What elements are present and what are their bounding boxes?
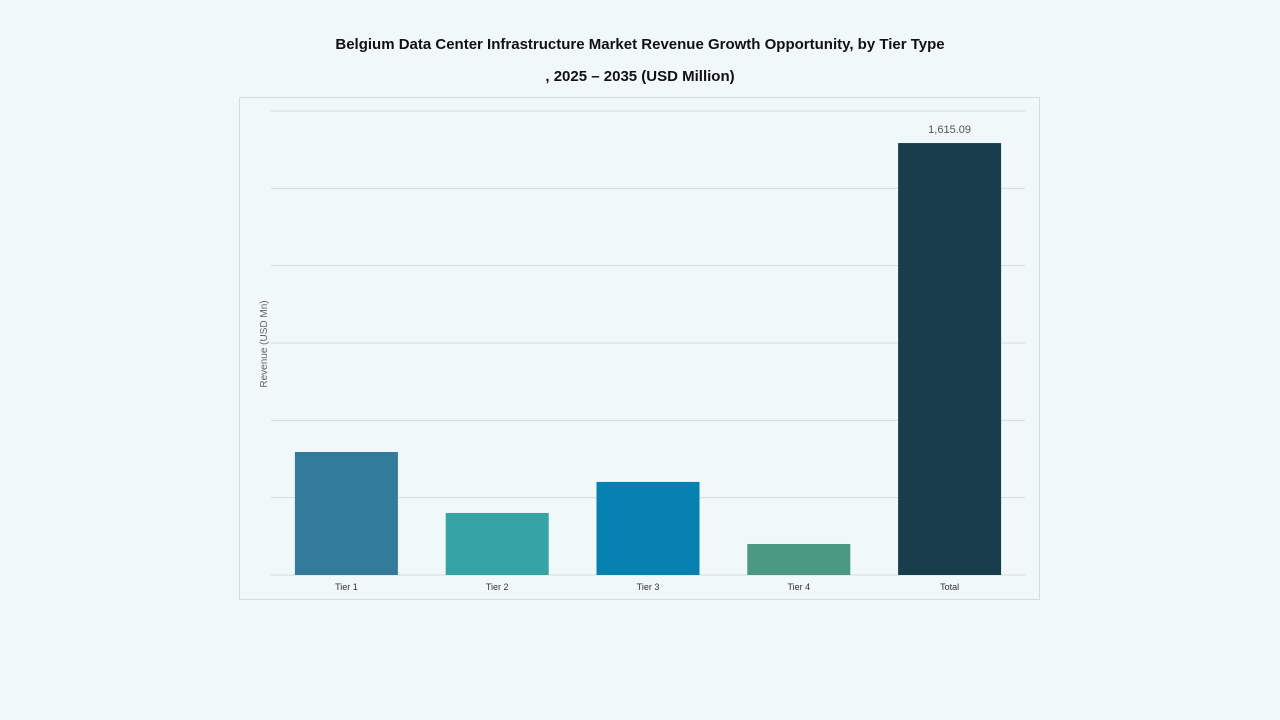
bar-tier-2 (445, 512, 549, 575)
x-tick-label: Tier 3 (637, 582, 660, 592)
y-axis-label: Revenue (USD Mn) (259, 300, 270, 387)
chart-frame (239, 97, 1040, 600)
data-label: 1,615.09 (928, 124, 971, 136)
bar-tier-3 (596, 481, 700, 575)
chart-title: Belgium Data Center Infrastructure Marke… (335, 36, 945, 53)
chart-subtitle: , 2025 – 2035 (USD Million) (545, 68, 735, 85)
bar-tier-1 (294, 451, 398, 575)
x-tick-label: Tier 2 (486, 582, 509, 592)
x-tick-label: Tier 4 (787, 582, 810, 592)
bar-total (898, 143, 1002, 575)
x-tick-label: Total (940, 582, 959, 592)
x-tick-label: Tier 1 (335, 582, 358, 592)
bar-tier-4 (747, 543, 851, 575)
